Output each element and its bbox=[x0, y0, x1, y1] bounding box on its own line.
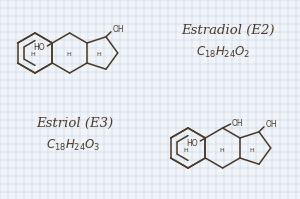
Text: Estriol (E3): Estriol (E3) bbox=[36, 116, 114, 130]
Text: H: H bbox=[31, 53, 35, 58]
Text: OH: OH bbox=[112, 25, 124, 34]
Text: $C_{18}H_{24}O_3$: $C_{18}H_{24}O_3$ bbox=[46, 138, 100, 153]
Text: H: H bbox=[249, 147, 254, 152]
Text: HO: HO bbox=[187, 139, 198, 147]
Text: H: H bbox=[66, 53, 71, 58]
Text: H: H bbox=[219, 147, 224, 152]
Text: OH: OH bbox=[232, 118, 244, 128]
Text: HO: HO bbox=[34, 44, 45, 53]
Text: H: H bbox=[96, 53, 101, 58]
Text: OH: OH bbox=[265, 120, 277, 129]
Text: H: H bbox=[184, 147, 188, 152]
Text: $C_{18}H_{24}O_2$: $C_{18}H_{24}O_2$ bbox=[196, 44, 250, 60]
Text: Estradiol (E2): Estradiol (E2) bbox=[181, 23, 275, 36]
